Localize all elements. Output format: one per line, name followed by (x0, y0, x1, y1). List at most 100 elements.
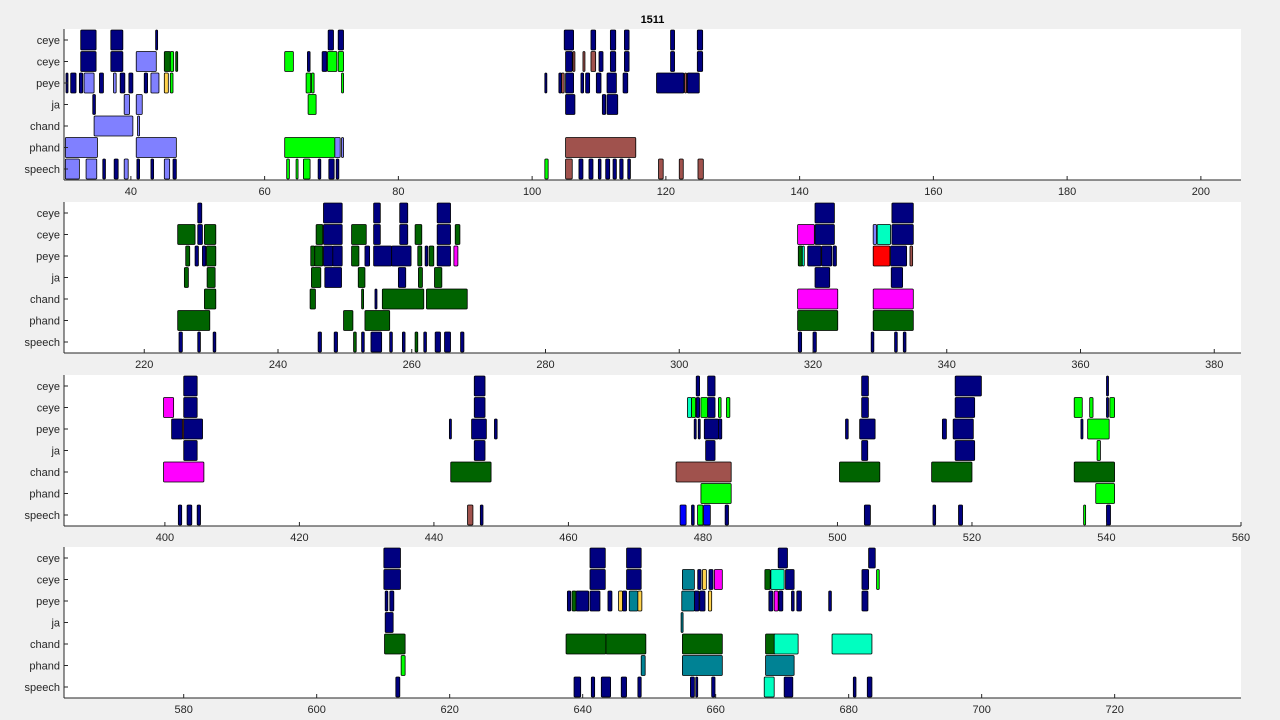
event-bar (171, 418, 183, 440)
event-bar (589, 569, 606, 590)
event-bar (323, 224, 343, 245)
event-bar (680, 612, 684, 633)
event-bar (678, 158, 684, 180)
event-bar (690, 676, 695, 698)
x-tick-label: 380 (1205, 359, 1223, 371)
event-bar (697, 418, 701, 440)
x-tick-label: 480 (694, 532, 712, 544)
event-bar (341, 72, 344, 94)
event-bar (773, 633, 799, 655)
event-bar (708, 569, 714, 590)
event-bar (92, 94, 96, 115)
event-bar (658, 158, 664, 180)
event-bar (78, 72, 84, 94)
event-bar (565, 94, 576, 115)
event-bar (876, 569, 880, 590)
event-bar (110, 29, 124, 51)
event-bar (1106, 504, 1111, 526)
event-bar (700, 397, 709, 418)
row-label: ja (50, 618, 60, 630)
event-bar (64, 137, 98, 158)
row-label: ceye (37, 57, 60, 69)
event-bar (327, 51, 338, 72)
event-bar (448, 418, 452, 440)
event-bar (471, 418, 487, 440)
event-bar (770, 569, 785, 590)
event-bar (637, 590, 643, 612)
event-bar (428, 245, 435, 267)
plot-area (64, 202, 1241, 353)
event-bar (585, 72, 591, 94)
event-bar (337, 51, 344, 72)
event-bar (932, 504, 937, 526)
event-bar (597, 158, 602, 180)
event-bar (99, 72, 104, 94)
event-bar (573, 676, 582, 698)
event-bar (783, 676, 794, 698)
event-bar (601, 94, 607, 115)
row-label: ja (50, 446, 60, 458)
event-bar (399, 224, 409, 245)
event-bar (605, 633, 647, 655)
event-bar (315, 224, 324, 245)
row-label: phand (29, 143, 60, 155)
event-bar (177, 504, 183, 526)
event-bar (186, 504, 193, 526)
event-bar (163, 397, 175, 418)
x-tick-label: 180 (1058, 186, 1076, 198)
event-bar (334, 137, 341, 158)
event-bar (436, 202, 451, 224)
event-bar (894, 331, 898, 353)
event-bar (705, 440, 716, 461)
event-bar (868, 547, 876, 569)
event-bar (453, 245, 459, 267)
event-bar (828, 590, 832, 612)
event-bar (691, 504, 695, 526)
row-label: ceye (37, 403, 60, 415)
event-bar (206, 245, 217, 267)
event-bar (1083, 504, 1087, 526)
event-bar (321, 51, 328, 72)
event-bar (697, 504, 704, 526)
event-bar (801, 245, 805, 267)
event-bar (566, 590, 572, 612)
event-bar (563, 29, 574, 51)
event-bar (1073, 397, 1083, 418)
event-bar (670, 29, 675, 51)
x-tick-label: 700 (972, 704, 990, 716)
event-bar (197, 202, 203, 224)
event-bar (383, 569, 401, 590)
event-bar (178, 331, 183, 353)
event-bar (866, 676, 873, 698)
event-bar (128, 72, 134, 94)
event-bar (640, 655, 646, 676)
row-label: ceye (37, 35, 60, 47)
row-label: chand (30, 639, 60, 651)
event-bar (703, 504, 711, 526)
x-tick-label: 400 (156, 532, 174, 544)
event-bar (93, 115, 134, 137)
x-tick-label: 560 (1232, 532, 1250, 544)
event-bar (703, 418, 719, 440)
x-tick-label: 40 (125, 186, 137, 198)
x-tick-label: 120 (657, 186, 675, 198)
event-bar (311, 267, 322, 288)
event-bar (891, 224, 914, 245)
event-bar (1080, 418, 1084, 440)
event-bar (197, 224, 203, 245)
event-bar (861, 397, 869, 418)
event-bar (155, 29, 159, 51)
event-bar (590, 51, 597, 72)
event-bar (384, 590, 389, 612)
row-label: chand (30, 121, 60, 133)
row-label: peye (36, 78, 60, 90)
row-label: speech (25, 510, 60, 522)
panels-container: ceye ceye peye ja chand phand speech 40 60 80 100 1… (25, 29, 1250, 716)
event-bar (137, 115, 140, 137)
event-bar (931, 461, 973, 483)
event-bar (305, 72, 312, 94)
event-bar (891, 202, 914, 224)
event-bar (861, 590, 869, 612)
event-bar (684, 72, 687, 94)
x-tick-label: 440 (425, 532, 443, 544)
